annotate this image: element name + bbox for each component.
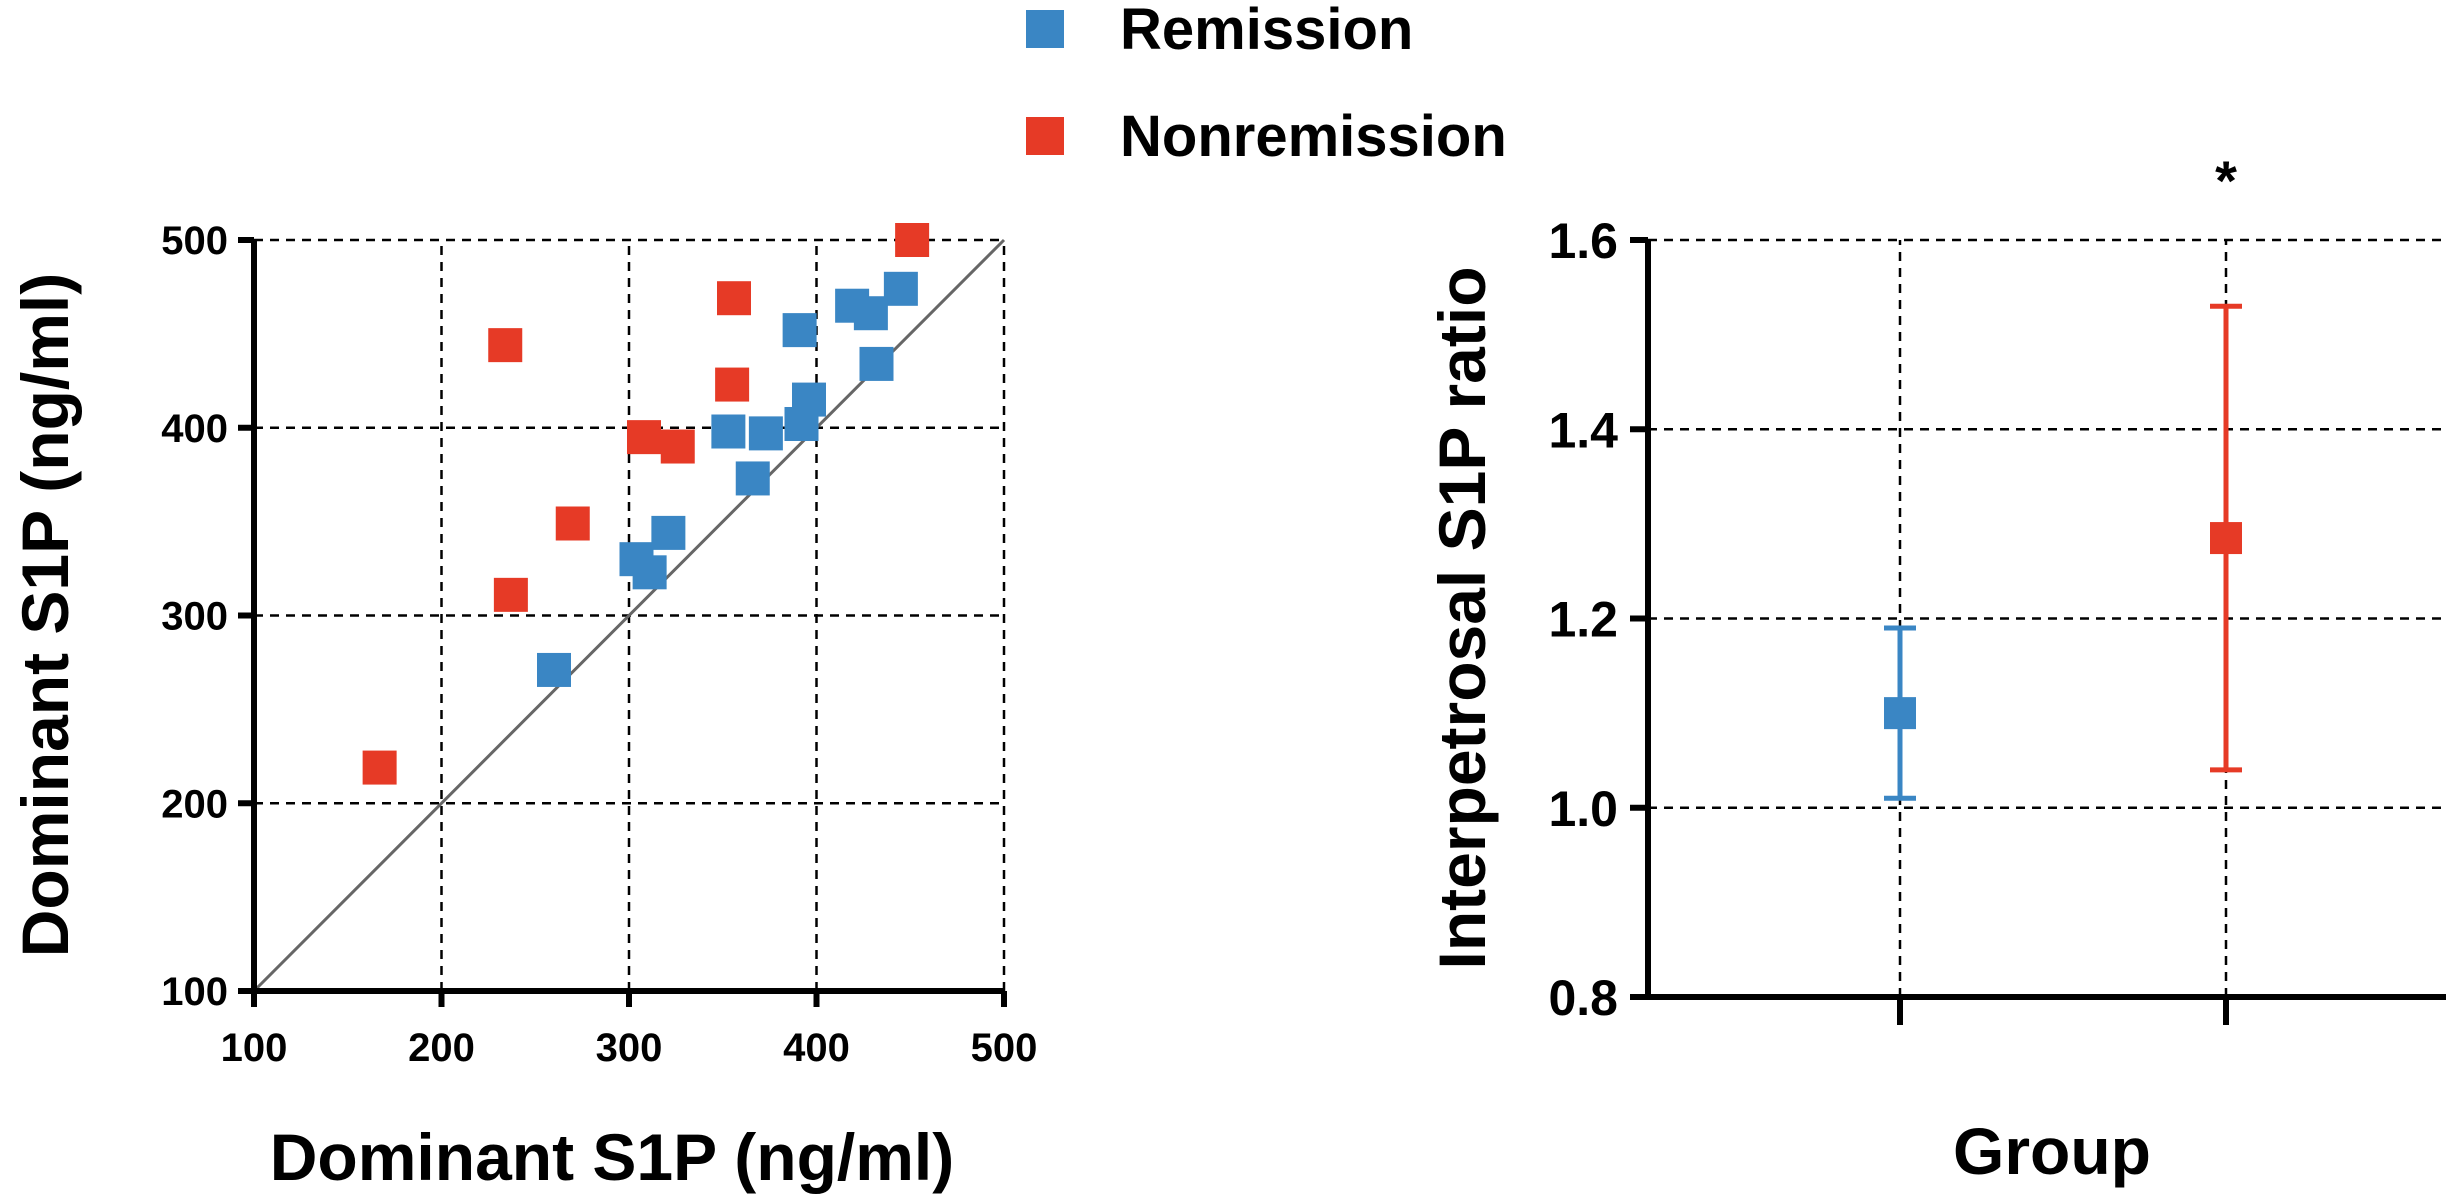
point-remission <box>859 346 894 381</box>
scatter-x-axis-title: Dominant S1P (ng/ml) <box>270 1120 955 1194</box>
point-nonremission <box>493 577 528 612</box>
errorbar-chart: * 0.8 1.0 1.2 1.4 1.6 Group Interpetrosal S1… <box>1425 149 2446 1188</box>
legend-swatch-remission <box>1026 10 1064 48</box>
errorbar-y-axis-title: Interpetrosal S1P ratio <box>1425 266 1499 969</box>
legend: Remission Nonremission <box>1026 0 1507 169</box>
scatter-y-tick-label: 300 <box>161 595 228 639</box>
legend-item-remission: Remission <box>1026 0 1413 62</box>
point-remission <box>651 515 686 550</box>
scatter-ticks: 100 200 300 400 500 100 200 300 400 500 <box>161 219 1037 1070</box>
point-remission <box>711 414 746 449</box>
errorbar-x-axis-title: Group <box>1953 1114 2151 1188</box>
scatter-y-tick-label: 200 <box>161 782 228 826</box>
point-remission <box>632 555 667 590</box>
point-nonremission <box>627 420 661 455</box>
point-remission <box>792 382 826 417</box>
point-nonremission <box>488 328 523 363</box>
scatter-x-tick-label: 200 <box>408 1026 475 1070</box>
scatter-x-tick-label: 300 <box>596 1026 663 1070</box>
errorbar-group-nonremission: * <box>2210 149 2242 773</box>
legend-label-remission: Remission <box>1120 0 1413 62</box>
errorbar-y-tick-label: 1.4 <box>1548 402 1618 458</box>
point-nonremission <box>362 750 397 785</box>
scatter-y-tick-label: 500 <box>161 219 228 263</box>
errorbar-y-tick-label: 1.2 <box>1548 592 1618 648</box>
point-remission <box>537 652 571 687</box>
point-remission <box>782 313 817 348</box>
legend-swatch-nonremission <box>1026 117 1064 155</box>
point-remission <box>853 296 888 331</box>
point-remission <box>748 416 783 451</box>
errorbar-y-tick-label: 0.8 <box>1548 970 1618 1026</box>
point-nonremission <box>555 506 590 541</box>
mean-marker-remission <box>1884 697 1916 730</box>
errorbar-marks: * <box>1884 149 2242 801</box>
scatter-x-tick-label: 400 <box>783 1026 850 1070</box>
point-remission <box>735 461 770 496</box>
errorbar-y-tick-label: 1.6 <box>1548 213 1618 269</box>
errorbar-group-remission <box>1884 625 1916 801</box>
legend-label-nonremission: Nonremission <box>1120 104 1507 169</box>
mean-marker-nonremission <box>2210 522 2242 555</box>
point-nonremission <box>715 367 750 402</box>
legend-item-nonremission: Nonremission <box>1026 104 1507 169</box>
scatter-x-tick-label: 100 <box>221 1026 288 1070</box>
errorbar-y-tick-label: 1.0 <box>1548 781 1618 837</box>
point-remission <box>883 271 918 306</box>
point-nonremission <box>717 281 751 316</box>
significance-asterisk: * <box>2215 149 2237 212</box>
scatter-y-tick-label: 400 <box>161 407 228 451</box>
errorbar-gridlines <box>1648 238 2446 997</box>
errorbar-ticks: 0.8 1.0 1.2 1.4 1.6 <box>1548 213 2229 1026</box>
scatter-y-tick-label: 100 <box>161 970 228 1014</box>
scatter-chart: 100 200 300 400 500 100 200 300 400 500 Dominant … <box>8 219 1037 1194</box>
point-nonremission <box>895 223 930 257</box>
scatter-y-axis-title: Dominant S1P (ng/ml) <box>8 273 82 958</box>
scatter-x-tick-label: 500 <box>971 1026 1038 1070</box>
point-nonremission <box>660 429 695 464</box>
scatter-points <box>362 223 930 785</box>
